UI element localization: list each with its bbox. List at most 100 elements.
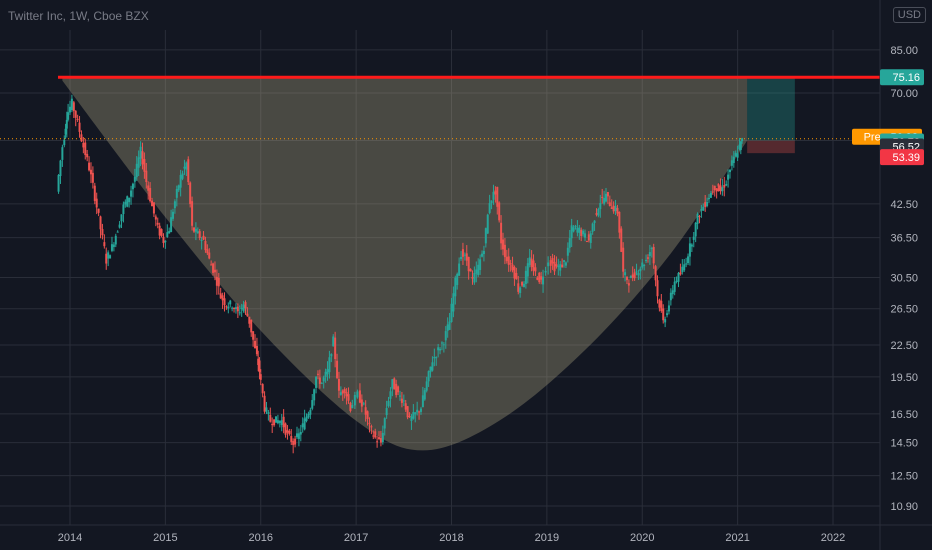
candle-body [587,234,590,241]
candle-body [660,300,663,312]
candle-body [152,202,155,214]
candle-body [429,366,432,373]
candle-body [515,273,518,280]
candle-body [458,263,461,276]
candle-body [313,389,316,401]
candle-body [454,277,457,297]
candle-body [561,264,564,268]
candle-body [580,229,583,236]
currency-button[interactable]: USD [892,7,926,23]
candle-body [248,316,251,324]
candle-body [122,204,125,215]
candle-body [389,391,392,399]
candle-body [151,200,154,207]
y-tick-label: 10.90 [890,501,918,513]
candle-body [576,227,579,233]
candle-body [147,185,150,191]
candle-body [86,153,89,158]
candle-body [425,381,428,391]
candle-body [89,169,92,175]
candle-body [530,258,533,268]
candle-body [433,356,436,359]
candle-body [572,227,575,232]
candle-body [395,383,398,395]
candle-body [524,270,527,284]
candle-body [109,255,112,259]
candle-body [597,208,600,216]
candle-body [484,228,487,244]
candle-body [599,203,602,210]
candle-body [431,362,434,371]
candle-body [244,302,247,309]
candle-body [200,239,203,241]
candle-body [463,254,466,256]
candle-body [646,257,649,259]
candle-body [356,391,359,398]
candle-body [410,416,413,421]
candle-body [112,244,115,247]
candle-body [315,376,318,388]
candle-body [170,217,173,233]
candle-body [421,395,424,408]
candle-body [334,337,337,360]
candle-body [381,432,384,443]
candle-body [198,231,201,238]
y-tick-label: 16.50 [890,409,918,421]
candle-body [246,313,249,317]
candle-body [605,193,608,202]
candle-body [234,307,237,310]
candle-body [528,257,531,266]
candle-body [65,119,68,129]
candle-body [519,287,522,294]
y-tick-label: 12.50 [890,471,918,483]
candle-body [103,242,106,247]
candle-body [534,267,537,272]
candle-body [542,276,545,285]
candle-body [187,159,190,182]
candle-body [295,433,298,438]
candle-body [316,373,319,375]
candle-body [238,312,241,314]
candle-body [513,266,516,279]
candle-body [500,222,503,244]
candle-body [328,357,331,373]
x-tick-label: 2020 [630,532,654,544]
candle-body [154,216,157,220]
candle-body [322,377,325,382]
candle-body [452,293,455,312]
candle-body [507,256,510,265]
candle-body [671,290,674,295]
candle-body [385,408,388,416]
candle-body [263,395,266,412]
candle-body [231,307,234,309]
candle-body [503,244,506,258]
candle-body [444,331,447,341]
candle-body [492,191,495,200]
candle-body [70,98,73,111]
x-tick-label: 2014 [58,532,82,544]
candle-body [175,188,178,198]
cup-pattern-shape [62,77,748,451]
candle-body [343,389,346,393]
candle-body [624,272,627,276]
candle-body [641,262,644,268]
candle-body [301,423,304,428]
candle-body [570,225,573,239]
candle-body [713,185,716,190]
candle-body [511,264,514,271]
candle-body [318,377,321,384]
candle-body [698,216,701,218]
candle-body [603,197,606,204]
candle-body [683,264,686,271]
candle-body [435,357,438,359]
candle-body [633,272,636,279]
candle-body [118,224,121,228]
candle-body [223,298,226,306]
candle-body [164,240,167,243]
candle-body [549,260,552,266]
candle-body [379,437,382,443]
candle-body [739,141,742,151]
candle-body [471,277,474,279]
candle-body [179,175,182,188]
